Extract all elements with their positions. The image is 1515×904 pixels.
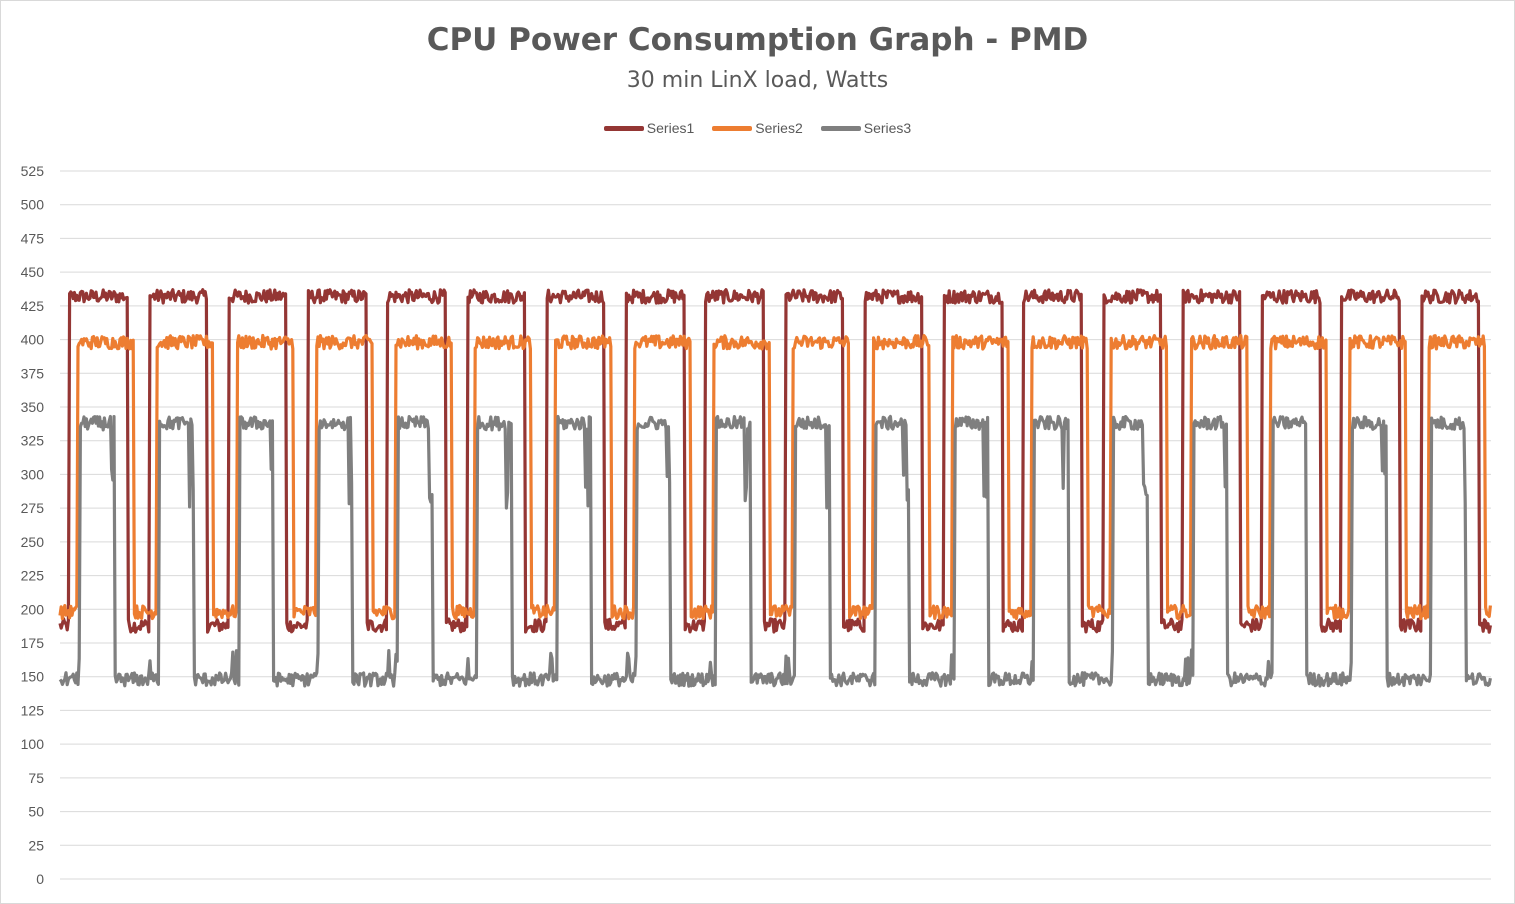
legend-label: Series3: [863, 120, 912, 136]
y-tick-label: 125: [21, 702, 45, 718]
series-lines: [58, 288, 1492, 688]
y-tick-label: 175: [21, 635, 45, 651]
y-tick-label: 50: [28, 804, 44, 820]
y-tick-label: 450: [21, 264, 45, 280]
y-tick-label: 400: [21, 332, 45, 348]
series-line-series3: [58, 414, 1492, 688]
y-tick-label: 275: [21, 500, 45, 516]
y-tick-label: 375: [21, 365, 45, 381]
legend-label: Series1: [646, 120, 695, 136]
y-tick-label: 25: [28, 837, 44, 853]
y-tick-label: 425: [21, 298, 45, 314]
y-tick-label: 350: [21, 399, 45, 415]
y-tick-label: 200: [21, 601, 45, 617]
y-axis-labels: 0 25 50 75 100 125 150 175 200 225 250 275 300 325 350…: [21, 163, 45, 887]
y-tick-label: 100: [21, 736, 45, 752]
chart-title: CPU Power Consumption Graph - PMD: [426, 22, 1089, 58]
y-tick-label: 0: [36, 871, 44, 887]
legend-label: Series2: [755, 120, 803, 136]
y-tick-label: 525: [21, 163, 45, 179]
gridlines: [60, 170, 1491, 880]
legend-swatch: [820, 125, 861, 131]
y-tick-label: 75: [28, 770, 44, 786]
chart-subtitle: 30 min LinX load, Watts: [626, 68, 889, 93]
y-tick-label: 225: [21, 568, 45, 584]
y-tick-label: 475: [21, 230, 45, 246]
y-tick-label: 500: [21, 197, 45, 213]
series-line-series1: [58, 288, 1492, 634]
legend: Series1 Series2 Series3: [0, 120, 1515, 136]
y-tick-label: 150: [21, 669, 45, 685]
legend-item-series2: Series2: [712, 120, 803, 136]
legend-swatch: [712, 125, 753, 131]
y-tick-label: 250: [21, 534, 45, 550]
series-line-series2: [58, 333, 1492, 621]
legend-item-series1: Series1: [603, 120, 695, 136]
legend-swatch: [603, 125, 644, 131]
y-tick-label: 325: [21, 433, 45, 449]
y-tick-label: 300: [21, 466, 45, 482]
legend-item-series3: Series3: [820, 120, 912, 136]
